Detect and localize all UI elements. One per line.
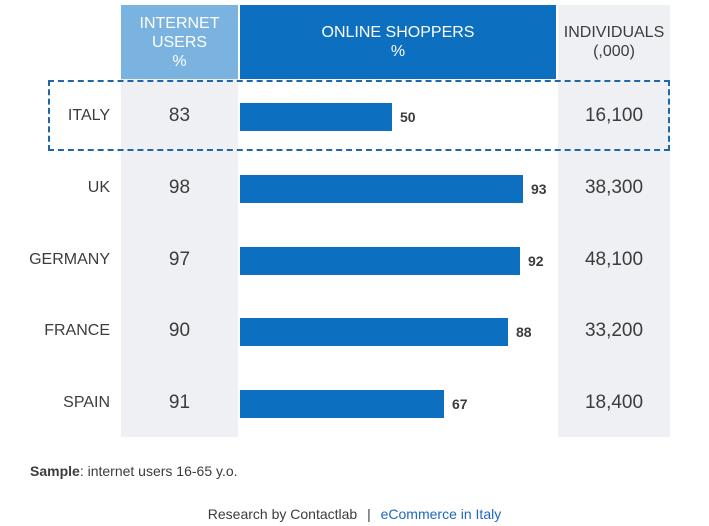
- header-online-shoppers: ONLINE SHOPPERS %: [240, 5, 556, 79]
- online-shoppers-bar: [240, 390, 444, 418]
- online-shoppers-bar: [240, 103, 392, 131]
- table-row: SPAIN 91 67 18,400: [0, 378, 709, 428]
- online-shoppers-value: 93: [531, 181, 547, 197]
- table-row: FRANCE 90 88 33,200: [0, 306, 709, 356]
- individuals-value: 16,100: [584, 105, 644, 126]
- sample-note-label: Sample: [30, 463, 80, 479]
- internet-users-value: 98: [168, 177, 191, 198]
- footer-report-link[interactable]: eCommerce in Italy: [380, 506, 502, 522]
- footer: Research by Contactlab | eCommerce in It…: [0, 506, 709, 522]
- online-shoppers-value: 50: [400, 109, 416, 125]
- header-individuals-line2: (,000): [593, 43, 635, 60]
- country-label: GERMANY: [29, 251, 110, 268]
- header-internet-line1: INTERNET: [139, 14, 220, 32]
- table-row: GERMANY 97 92 48,100: [0, 235, 709, 285]
- country-label: FRANCE: [44, 322, 110, 339]
- country-label: UK: [87, 179, 110, 196]
- internet-users-value: 90: [168, 320, 191, 341]
- online-shoppers-value: 92: [528, 253, 544, 269]
- header-internet-line2: USERS: [151, 33, 208, 51]
- sample-note-text: : internet users 16-65 y.o.: [79, 463, 238, 479]
- footer-source: Research by Contactlab: [207, 506, 358, 522]
- online-shoppers-bar: [240, 247, 520, 275]
- header-individuals-line1: INDIVIDUALS: [563, 24, 665, 41]
- table-row: UK 98 93 38,300: [0, 163, 709, 213]
- individuals-value: 18,400: [584, 392, 644, 413]
- sample-note: Sample: internet users 16-65 y.o.: [30, 463, 238, 479]
- online-shoppers-value: 88: [516, 324, 532, 340]
- country-label: SPAIN: [63, 394, 110, 411]
- header-internet-users: INTERNET USERS %: [121, 5, 238, 79]
- country-label: ITALY: [67, 107, 110, 124]
- italy-highlight-box: [48, 80, 670, 151]
- header-online-line1: ONLINE SHOPPERS: [321, 24, 475, 41]
- table-row: ITALY 83 50 16,100: [0, 91, 709, 141]
- individuals-value: 33,200: [584, 320, 644, 341]
- online-shoppers-value: 67: [452, 396, 468, 412]
- header-internet-line3: %: [172, 52, 187, 70]
- internet-users-value: 97: [168, 249, 191, 270]
- header-online-line2: %: [390, 43, 406, 60]
- internet-users-value: 91: [168, 392, 191, 413]
- individuals-value: 48,100: [584, 249, 644, 270]
- footer-separator: |: [367, 506, 371, 522]
- online-shoppers-bar: [240, 318, 508, 346]
- internet-users-value: 83: [168, 105, 191, 126]
- individuals-value: 38,300: [584, 177, 644, 198]
- header-individuals: INDIVIDUALS (,000): [558, 5, 670, 79]
- online-shoppers-bar: [240, 175, 523, 203]
